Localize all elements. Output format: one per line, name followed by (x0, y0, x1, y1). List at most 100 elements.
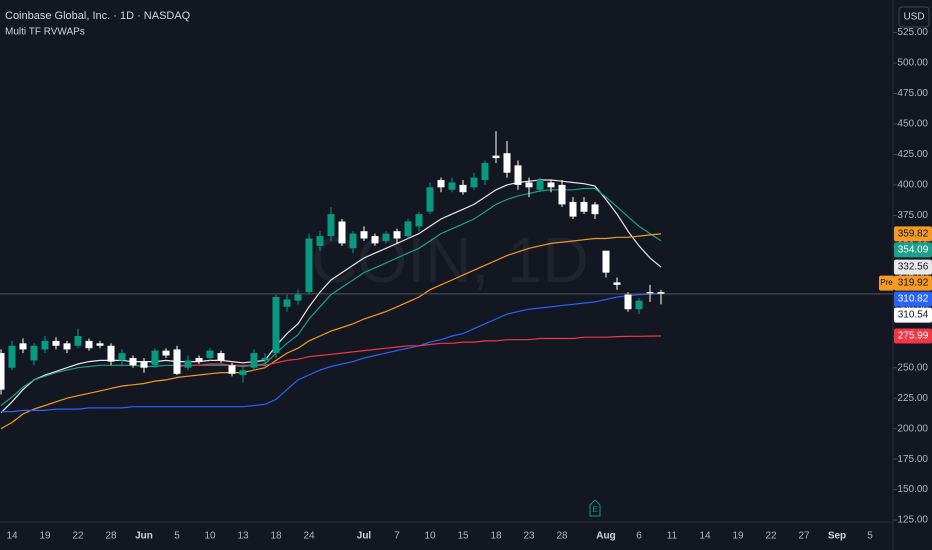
x-tick-label: 23 (523, 531, 535, 542)
y-tick-label: 475.00 (897, 88, 928, 99)
candle-body (228, 365, 236, 374)
x-tick-label: 15 (457, 531, 469, 542)
candle-body (305, 238, 313, 293)
candle-body (294, 294, 302, 301)
candle-body (19, 343, 27, 350)
candle-body (547, 182, 555, 188)
candle-body (448, 182, 456, 190)
x-tick-label: 24 (303, 531, 315, 542)
candle-body (415, 214, 423, 227)
price-label-box (894, 307, 932, 323)
candle-body (514, 165, 522, 185)
candle-body (107, 345, 115, 362)
candle-body (602, 250, 610, 273)
price-label: 310.54 (898, 310, 929, 321)
x-tick-label: 22 (765, 531, 777, 542)
x-tick-label: 22 (72, 531, 84, 542)
price-label: 354.09 (898, 244, 929, 255)
candle-body (580, 201, 588, 212)
price-label: 319.92 (898, 278, 929, 289)
vwap-line (176, 335, 662, 368)
indicator-name: Multi TF RVWAPs (5, 27, 85, 38)
chart-title: Coinbase Global, Inc. · 1D · NASDAQ (5, 10, 191, 22)
candle-body (261, 357, 269, 361)
candle-body (272, 297, 280, 354)
x-tick-label: Aug (596, 531, 615, 542)
watermark: COIN, 1D (311, 224, 588, 296)
y-tick-label: 500.00 (897, 58, 928, 69)
candle-body (591, 204, 599, 215)
vwap-line (1, 293, 662, 413)
candle-body (74, 336, 82, 346)
candle-body (635, 300, 643, 310)
x-tick-label: Jul (357, 531, 372, 542)
y-tick-label: 175.00 (897, 454, 928, 465)
price-label-box (894, 226, 932, 242)
candle-body (195, 357, 203, 362)
candle-body (470, 177, 478, 188)
vwap-line (0, 233, 662, 430)
candle-body (426, 187, 434, 212)
price-label-box (894, 291, 932, 307)
candle-body (437, 180, 445, 188)
y-tick-label: 450.00 (897, 119, 928, 130)
candle-body (503, 153, 511, 173)
candle-body (239, 370, 247, 376)
candle-body (349, 233, 357, 249)
price-label: 359.82 (898, 228, 929, 239)
currency-button[interactable] (898, 6, 930, 28)
candle-body (657, 292, 665, 294)
price-label-box (894, 275, 932, 291)
candle-body (96, 343, 104, 346)
candle-body (492, 155, 500, 159)
x-tick-label: 19 (39, 531, 51, 542)
candle-body (140, 361, 148, 368)
pre-tag: Pre (880, 278, 893, 287)
y-tick-label: 125.00 (897, 515, 928, 526)
candle-body (558, 184, 566, 205)
y-tick-label: 225.00 (897, 393, 928, 404)
candle-body (459, 184, 467, 193)
candle-body (162, 350, 170, 356)
candle-body (85, 340, 93, 349)
candle-body (63, 343, 71, 350)
candle-body (41, 340, 49, 350)
earnings-label[interactable]: E (592, 505, 597, 514)
candle-body (338, 221, 346, 244)
candle-body (52, 340, 60, 346)
x-tick-label: 27 (798, 531, 810, 542)
candle-body (624, 294, 632, 310)
x-tick-label: 14 (6, 531, 18, 542)
candle-body (404, 221, 412, 237)
y-tick-label: 400.00 (897, 180, 928, 191)
candle-body (0, 353, 5, 390)
x-tick-label: 10 (424, 531, 436, 542)
x-tick-label: 19 (732, 531, 744, 542)
price-label: 332.56 (898, 262, 929, 273)
candle-body (217, 353, 225, 361)
x-tick-label: 18 (270, 531, 282, 542)
y-tick-label: 150.00 (897, 484, 928, 495)
candle-body (316, 236, 324, 246)
candle-body (360, 231, 368, 239)
earnings-icon[interactable] (589, 499, 601, 517)
x-tick-label: 28 (105, 531, 117, 542)
candle-body (118, 353, 126, 361)
candle-body (151, 350, 159, 366)
candle-body (646, 292, 654, 294)
pre-tag-box (879, 275, 894, 291)
candle-body (569, 201, 577, 217)
x-tick-label: 11 (667, 531, 678, 542)
candle-body (184, 360, 192, 368)
y-tick-label: 375.00 (897, 210, 928, 221)
candle-body (283, 299, 291, 307)
price-label: 275.99 (898, 331, 929, 342)
x-tick-label: 5 (867, 531, 873, 542)
x-tick-label: 14 (699, 531, 711, 542)
currency-label[interactable]: USD (903, 12, 924, 23)
candle-body (481, 162, 489, 181)
x-tick-label: 28 (556, 531, 568, 542)
candle-body (371, 236, 379, 244)
